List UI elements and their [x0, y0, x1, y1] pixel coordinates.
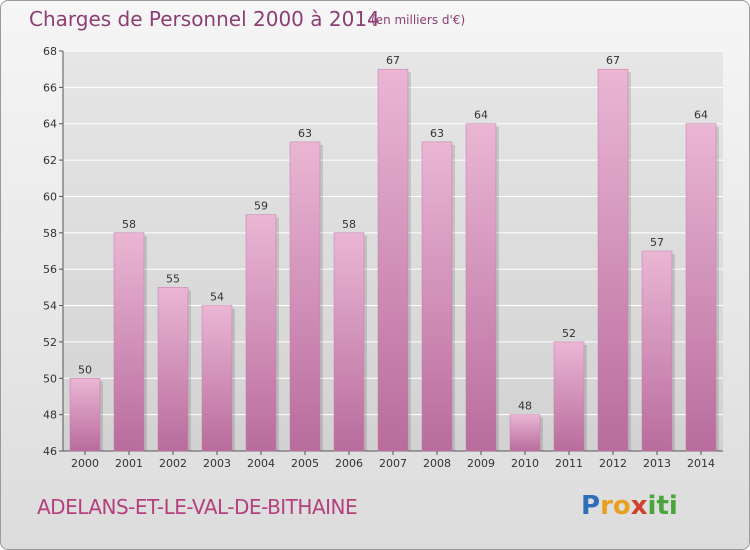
x-tick-label: 2000: [71, 457, 99, 470]
x-tick-label: 2006: [335, 457, 363, 470]
bar-value-label: 55: [166, 272, 180, 285]
bar: [69, 378, 101, 452]
y-tick-label: 54: [43, 300, 57, 313]
x-tick-label: 2013: [643, 457, 671, 470]
bar-value-label: 64: [694, 109, 708, 122]
logo-letter: x: [630, 491, 648, 521]
bar: [597, 68, 629, 452]
y-tick-label: 56: [43, 263, 57, 276]
bar-value-label: 48: [518, 400, 532, 413]
x-tick-label: 2012: [599, 457, 627, 470]
bar-chart: 46 48 50 52 54 56 58 60 62 64 66 68 50 2000 58 2001 55 20…: [43, 45, 723, 470]
x-tick-label: 2009: [467, 457, 495, 470]
y-tick-label: 50: [43, 372, 57, 385]
logo-letter: i: [647, 491, 657, 521]
x-tick-label: 2002: [159, 457, 187, 470]
y-tick-label: 48: [43, 409, 57, 422]
x-tick-label: 2011: [555, 457, 583, 470]
bar-value-label: 67: [386, 54, 400, 67]
bar-value-label: 64: [474, 109, 488, 122]
x-tick-label: 2004: [247, 457, 275, 470]
x-tick-label: 2005: [291, 457, 319, 470]
y-tick-label: 52: [43, 336, 57, 349]
bar-value-label: 58: [342, 218, 356, 231]
x-tick-label: 2008: [423, 457, 451, 470]
y-tick-label: 66: [43, 81, 57, 94]
chart-title: Charges de Personnel 2000 à 2014: [29, 7, 380, 31]
bar-value-label: 57: [650, 236, 664, 249]
bar: [421, 141, 453, 452]
bar: [553, 341, 585, 452]
bar: [509, 414, 541, 452]
bar-value-label: 67: [606, 54, 620, 67]
x-tick-label: 2001: [115, 457, 143, 470]
logo-letter: i: [668, 491, 678, 521]
x-tick-label: 2007: [379, 457, 407, 470]
bar-value-label: 59: [254, 200, 268, 213]
proxiti-logo[interactable]: Proxiti: [581, 491, 678, 521]
y-tick-label: 64: [43, 118, 57, 131]
bar: [465, 123, 497, 452]
x-tick-label: 2010: [511, 457, 539, 470]
y-tick-label: 68: [43, 45, 57, 58]
logo-letter: t: [656, 491, 669, 521]
bar-value-label: 54: [210, 291, 224, 304]
bar: [377, 68, 409, 452]
bar-value-label: 63: [298, 127, 312, 140]
commune-name: ADELANS-ET-LE-VAL-DE-BITHAINE: [37, 495, 358, 519]
x-tick-label: 2003: [203, 457, 231, 470]
bar: [685, 123, 717, 452]
bar-value-label: 50: [78, 363, 92, 376]
logo-letter: P: [581, 491, 601, 521]
bar: [333, 232, 365, 452]
x-tick-label: 2014: [687, 457, 715, 470]
bar-value-label: 63: [430, 127, 444, 140]
bar: [289, 141, 321, 452]
bar: [245, 214, 277, 452]
bar: [113, 232, 145, 452]
bar-value-label: 52: [562, 327, 576, 340]
y-tick-label: 60: [43, 190, 57, 203]
bar: [641, 250, 673, 452]
y-tick-label: 58: [43, 227, 57, 240]
bar: [201, 305, 233, 452]
logo-letter: o: [612, 491, 631, 521]
y-tick-label: 46: [43, 445, 57, 458]
bar: [157, 287, 189, 452]
bar-value-label: 58: [122, 218, 136, 231]
y-tick-label: 62: [43, 154, 57, 167]
logo-letter: r: [600, 491, 613, 521]
chart-subtitle: (en milliers d'€): [371, 13, 466, 27]
